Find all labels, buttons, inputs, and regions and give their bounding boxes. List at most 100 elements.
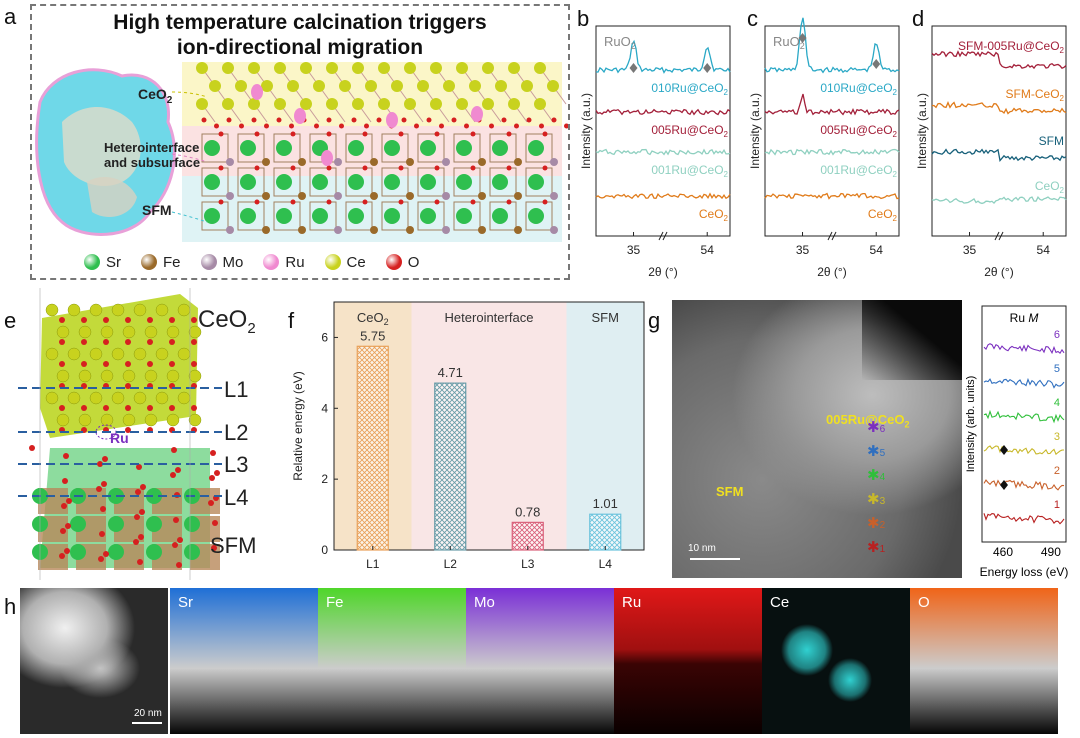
o-atom bbox=[103, 361, 109, 367]
fe-atom bbox=[442, 192, 450, 200]
ce-atom bbox=[56, 325, 70, 339]
trace-005Ru@CeO2 bbox=[764, 93, 900, 116]
tick-label: 54 bbox=[701, 243, 715, 257]
panel_c-frame bbox=[764, 25, 900, 237]
o-atom bbox=[398, 199, 404, 205]
eels-point-number: 5 bbox=[879, 448, 886, 459]
ce-atom bbox=[508, 62, 520, 74]
panel_d-ylabel: Intensity (a.u.) bbox=[915, 93, 929, 169]
sr-atom bbox=[384, 208, 400, 224]
ru-atom bbox=[294, 108, 306, 124]
ce-atom bbox=[209, 80, 221, 92]
fe-atom bbox=[298, 158, 306, 166]
bar-L4 bbox=[589, 513, 622, 551]
ce-atom bbox=[352, 98, 364, 110]
o-atom bbox=[59, 405, 65, 411]
panel-a-title-line1: High temperature calcination triggers bbox=[113, 11, 487, 34]
o-atom bbox=[364, 123, 369, 129]
fe-atom bbox=[550, 226, 558, 234]
o-atom bbox=[289, 123, 294, 129]
o-atom bbox=[426, 117, 432, 123]
fe-atom bbox=[334, 158, 342, 166]
eels-trace-4 bbox=[983, 409, 1065, 424]
sr-atom bbox=[276, 208, 292, 224]
o-atom bbox=[218, 199, 224, 205]
fe-atom bbox=[514, 158, 522, 166]
panel-a-ceo2-label: CeO2 bbox=[138, 86, 173, 106]
o-atom bbox=[339, 123, 344, 129]
eels-xlabel: Energy loss (eV) bbox=[980, 565, 1069, 579]
panel-a-title-line2: ion-directional migration bbox=[176, 36, 424, 59]
ce-atom bbox=[78, 325, 92, 339]
o-atom bbox=[191, 339, 197, 345]
o-atom bbox=[125, 339, 131, 345]
fe-atom bbox=[262, 158, 270, 166]
panel-f-letter: f bbox=[288, 308, 295, 333]
asterisk-icon: ✱ bbox=[867, 491, 880, 508]
o-atom bbox=[125, 405, 131, 411]
bar-L1 bbox=[356, 345, 389, 551]
o-atom bbox=[134, 514, 140, 520]
panel-e-structure bbox=[18, 288, 222, 580]
panel-h-letter: h bbox=[4, 594, 17, 619]
o-atom bbox=[212, 520, 218, 526]
panel-e-ceo2-label: CeO2 bbox=[198, 306, 256, 337]
ce-atom bbox=[56, 413, 70, 427]
o-atom bbox=[63, 453, 69, 459]
ce-atom bbox=[352, 62, 364, 74]
ce-atom bbox=[326, 62, 338, 74]
ce-atom bbox=[111, 347, 125, 361]
ce-atom bbox=[222, 62, 234, 74]
ce-atom bbox=[196, 62, 208, 74]
ce-atom bbox=[78, 413, 92, 427]
region-band-2 bbox=[566, 302, 644, 550]
asterisk-icon: ✱ bbox=[867, 515, 880, 532]
legend-atom-icon bbox=[324, 254, 341, 270]
o-atom bbox=[98, 556, 104, 562]
x-tick-label: L3 bbox=[521, 557, 535, 571]
o-atom bbox=[147, 339, 153, 345]
eels-trace-label: 1 bbox=[1054, 499, 1060, 511]
o-atom bbox=[64, 548, 70, 554]
ce-atom bbox=[155, 391, 169, 405]
peak-marker-icon bbox=[872, 59, 881, 69]
o-atom bbox=[81, 339, 87, 345]
legend-label: Ru bbox=[285, 253, 305, 271]
eds-map-ce: Ce bbox=[762, 588, 910, 734]
legend-atom-icon bbox=[84, 254, 100, 270]
o-atom bbox=[439, 123, 444, 129]
panel-e-ru-label: Ru bbox=[110, 430, 129, 446]
fe-atom bbox=[550, 158, 558, 166]
o-atom bbox=[214, 470, 220, 476]
eels-ylabel: Intensity (arb. units) bbox=[965, 376, 977, 473]
ce-atom bbox=[89, 303, 103, 317]
o-atom bbox=[401, 117, 407, 123]
y-tick-label: 0 bbox=[321, 543, 328, 557]
panel_c-peak-label: RuO2 bbox=[773, 34, 805, 51]
haadf-image: 20 nm bbox=[20, 588, 168, 734]
sr-atom bbox=[240, 174, 256, 190]
eels-point-number: 6 bbox=[879, 424, 886, 435]
o-atom bbox=[290, 199, 296, 205]
ce-atom bbox=[235, 80, 247, 92]
legend-atom-icon bbox=[141, 254, 157, 270]
o-atom bbox=[59, 553, 65, 559]
sr-atom bbox=[108, 544, 124, 560]
o-atom bbox=[191, 405, 197, 411]
eels-trace-label: 3 bbox=[1054, 431, 1060, 443]
ce-atom bbox=[177, 391, 191, 405]
o-atom bbox=[451, 117, 457, 123]
eels-point-5: ✱5 bbox=[867, 442, 885, 460]
axis-break bbox=[662, 231, 668, 241]
legend-item-o: O bbox=[385, 253, 420, 271]
ce-atom bbox=[155, 303, 169, 317]
eels-trace-3 bbox=[983, 445, 1065, 456]
axis-break bbox=[831, 231, 837, 241]
legend-label: O bbox=[407, 253, 420, 271]
o-atom bbox=[125, 427, 131, 433]
ce-atom bbox=[144, 413, 158, 427]
o-atom bbox=[326, 199, 332, 205]
tick-label: 54 bbox=[870, 243, 884, 257]
panel_d-frame bbox=[931, 25, 1067, 237]
trace-label-CeO2: CeO2 bbox=[699, 207, 729, 223]
